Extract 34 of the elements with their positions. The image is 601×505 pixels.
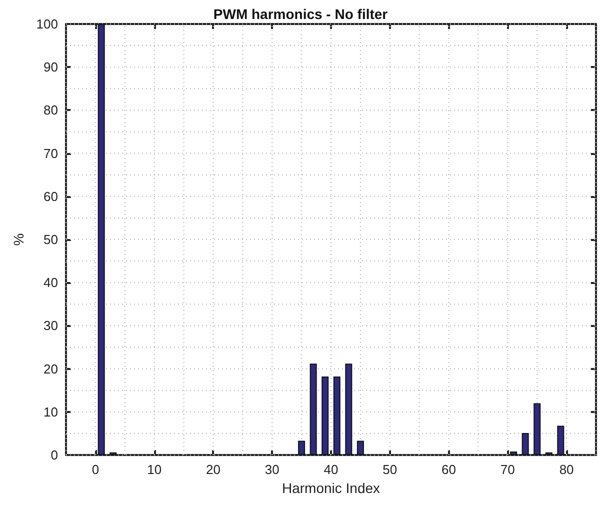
x-tick-label: 70 — [500, 462, 515, 477]
y-tick-label: 100 — [36, 16, 58, 32]
bar — [298, 440, 306, 455]
x-tick-label: 50 — [382, 462, 398, 477]
bar — [310, 364, 317, 455]
y-tick-label: 40 — [44, 275, 58, 290]
bar — [534, 403, 541, 455]
chart-title: PWM harmonics - No filter — [213, 6, 388, 22]
bar — [98, 24, 105, 455]
x-tick-label: 40 — [324, 462, 338, 477]
y-tick-label: 80 — [44, 102, 58, 118]
bar — [557, 426, 564, 455]
x-axis-title: Harmonic Index — [282, 480, 380, 496]
y-tick-label: 0 — [50, 448, 58, 462]
x-tick-label: 0 — [92, 462, 100, 477]
bar — [356, 440, 364, 455]
bar — [333, 376, 340, 455]
y-axis-title: % — [10, 233, 26, 246]
bar — [522, 433, 529, 455]
y-tick-label: 50 — [44, 232, 58, 247]
y-tick-label: 20 — [44, 361, 58, 376]
x-tick-label: 80 — [559, 462, 574, 477]
x-tick-label: 20 — [206, 462, 220, 477]
bar — [322, 376, 329, 455]
x-tick-label: 60 — [442, 462, 456, 477]
y-tick-label: 60 — [44, 188, 58, 204]
y-tick-label: 70 — [44, 146, 58, 161]
y-tick-label: 30 — [44, 318, 58, 334]
y-tick-label: 10 — [44, 404, 58, 420]
x-tick-label: 30 — [264, 462, 280, 477]
bar — [345, 364, 352, 455]
bar — [510, 452, 518, 455]
y-tick-label: 90 — [44, 60, 58, 75]
x-tick-label: 10 — [147, 462, 162, 477]
